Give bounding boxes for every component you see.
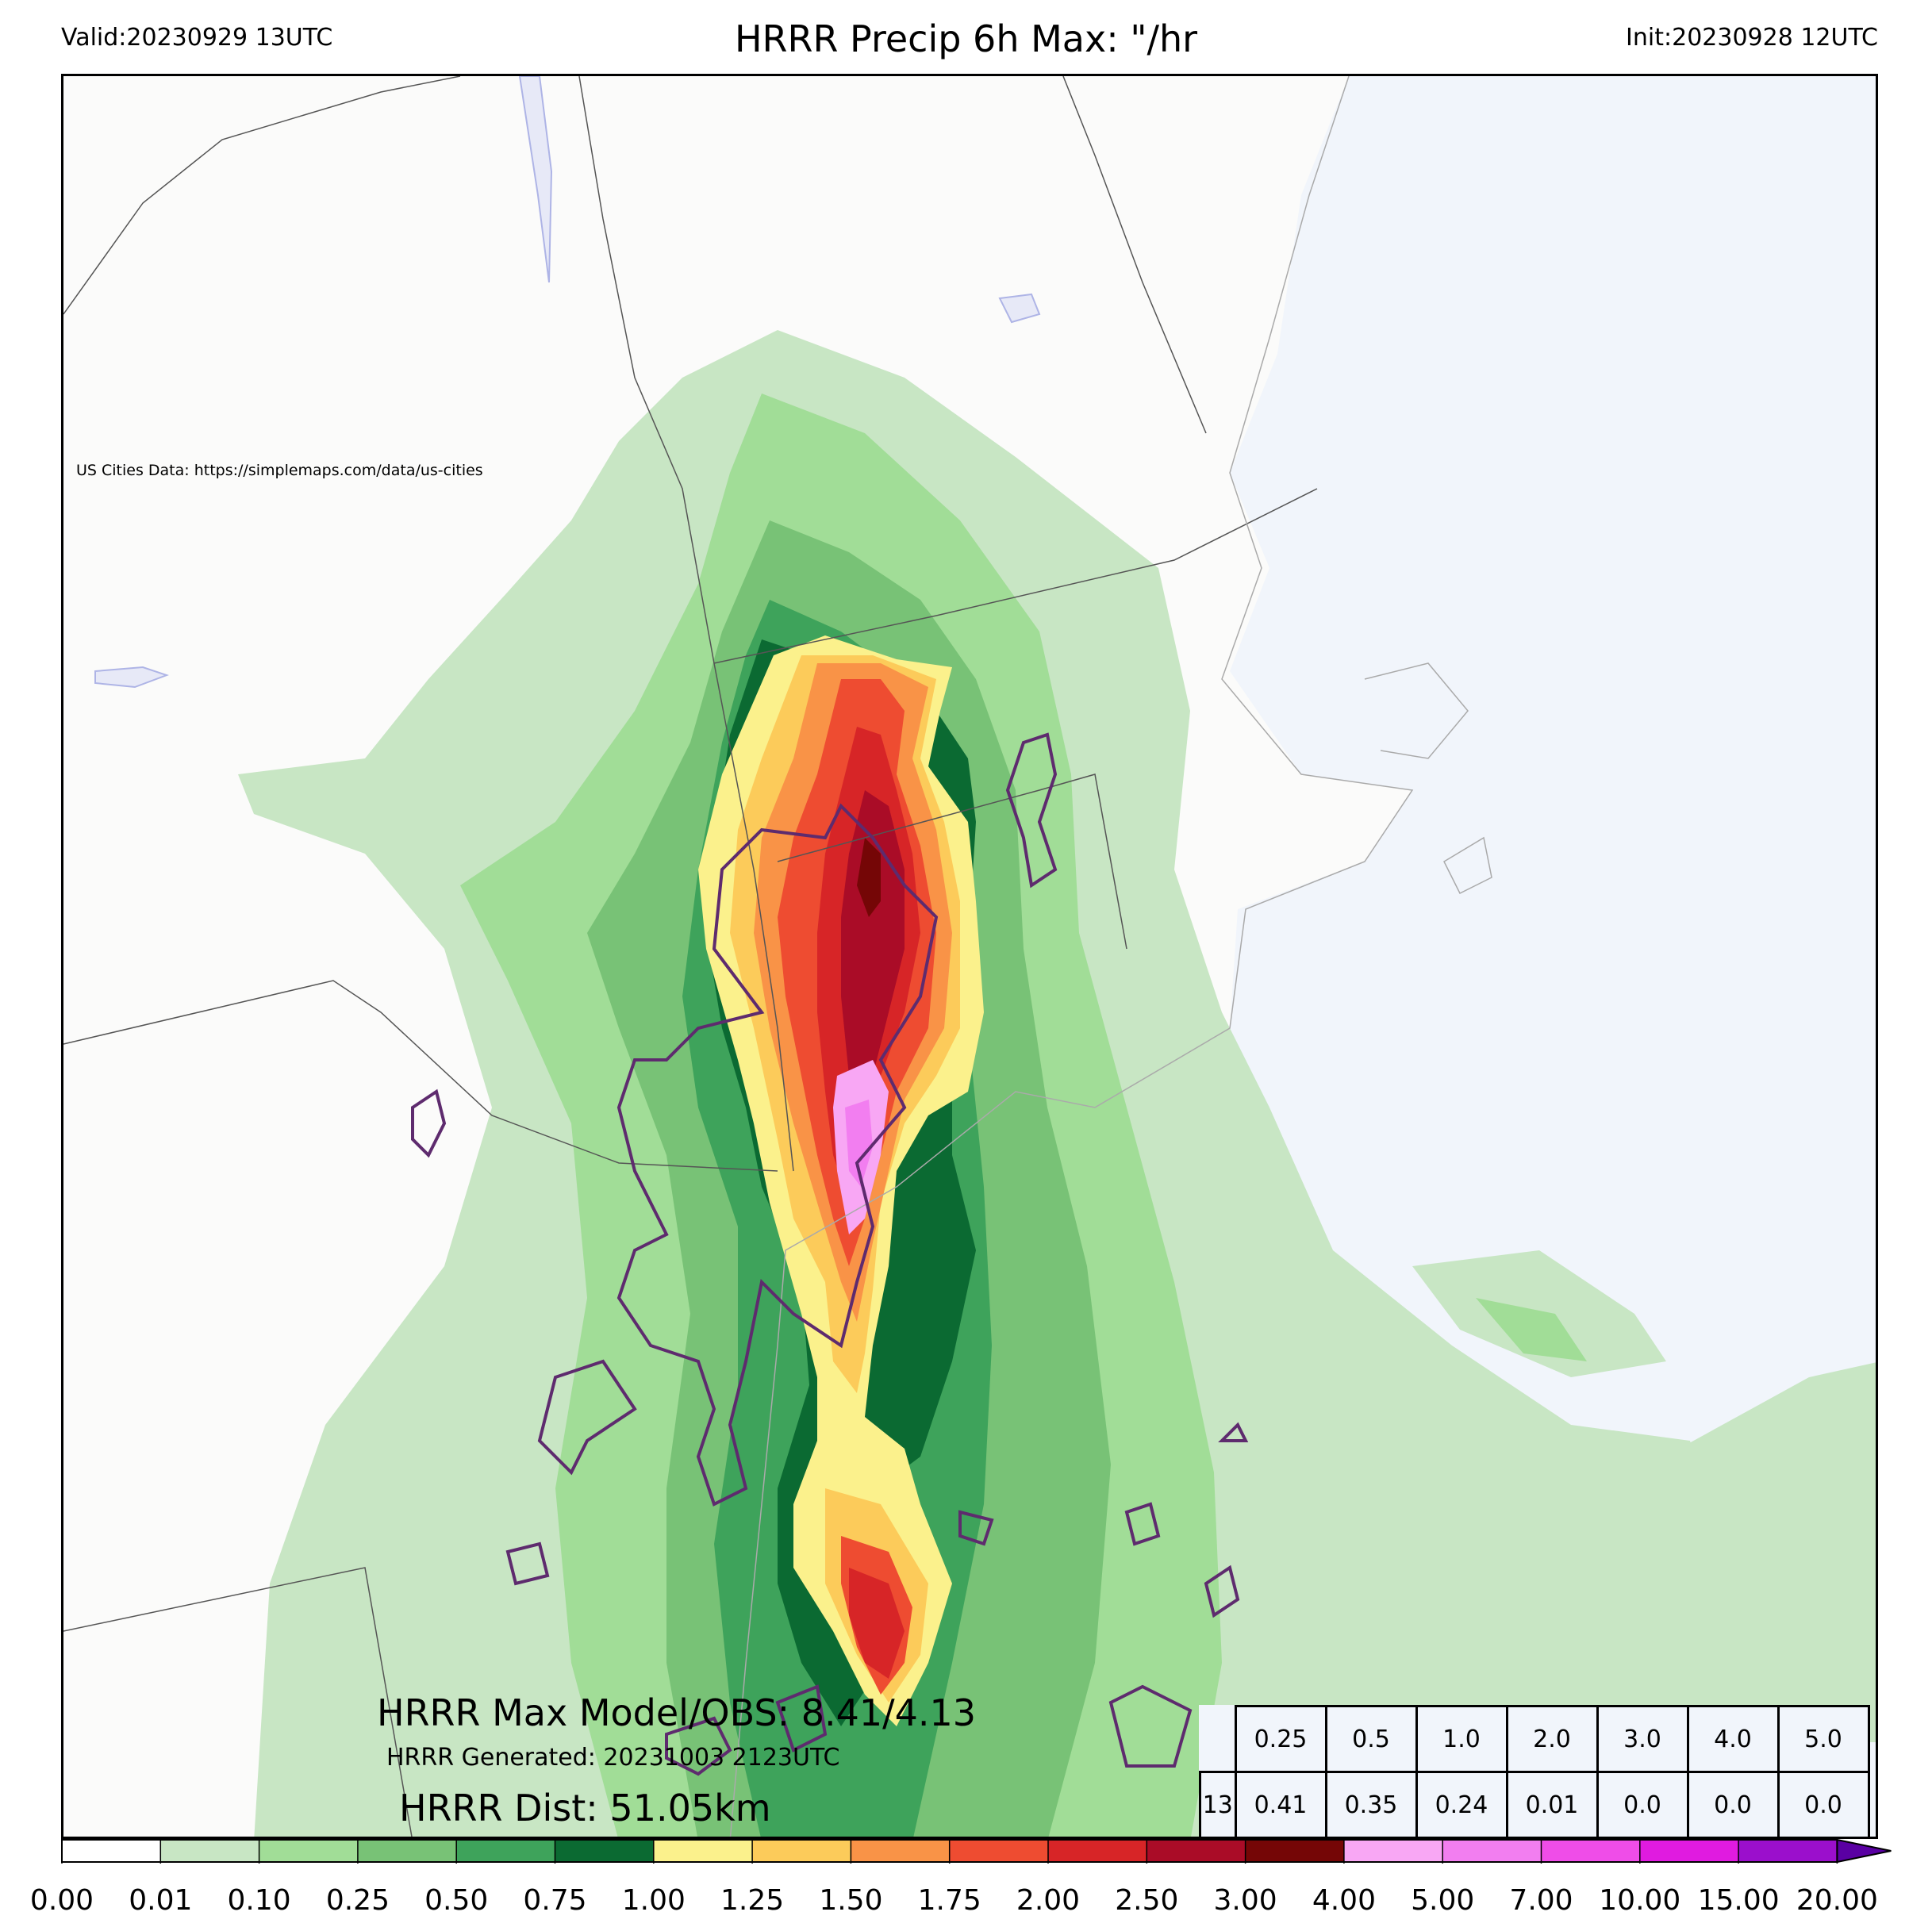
colorbar-tick-label: 7.00 — [1509, 1884, 1573, 1917]
colorbar-tick-label: 0.00 — [29, 1884, 94, 1917]
map-layers — [63, 76, 1876, 1837]
colorbar-segment — [1541, 1840, 1641, 1862]
colorbar-segment — [555, 1840, 655, 1862]
colorbar-tick-label: 0.75 — [523, 1884, 587, 1917]
colorbar-segment — [653, 1840, 753, 1862]
colorbar-segment — [259, 1840, 359, 1862]
precip-map[interactable]: US Cities Data: https://simplemaps.com/d… — [61, 74, 1878, 1839]
value-cell: 0.35 — [1324, 1771, 1418, 1839]
value-cell: 0.01 — [1505, 1771, 1599, 1839]
colorbar-tick-label: 1.25 — [720, 1884, 785, 1917]
row-label-cell: 13 — [1199, 1771, 1237, 1839]
colorbar-segment — [1639, 1840, 1739, 1862]
colorbar-segment — [62, 1840, 161, 1862]
max-model-obs-label: HRRR Max Model/OBS: 8.41/4.13 — [377, 1691, 977, 1734]
colorbar-segment — [1147, 1840, 1246, 1862]
data-credit: US Cities Data: https://simplemaps.com/d… — [76, 462, 483, 479]
colorbar-segment — [1343, 1840, 1443, 1862]
threshold-cell: 2.0 — [1505, 1705, 1599, 1773]
threshold-cell: 1.0 — [1415, 1705, 1508, 1773]
threshold-row: 0.25 0.5 1.0 2.0 3.0 4.0 5.0 — [1200, 1705, 1870, 1773]
boundaries — [63, 76, 1318, 1837]
colorbar-tick-label: 1.75 — [917, 1884, 981, 1917]
value-cell: 0.0 — [1596, 1771, 1689, 1839]
colorbar-segment — [357, 1840, 457, 1862]
colorbar-tick-label: 2.50 — [1115, 1884, 1179, 1917]
colorbar-segment — [1048, 1840, 1147, 1862]
colorbar-tick-label: 4.00 — [1312, 1884, 1376, 1917]
colorbar-segment — [851, 1840, 951, 1862]
value-cell: 0.41 — [1234, 1771, 1327, 1839]
threshold-cell: 4.0 — [1686, 1705, 1780, 1773]
threshold-cell: 0.25 — [1234, 1705, 1327, 1773]
colorbar-tick-label: 10.00 — [1599, 1884, 1681, 1917]
distance-label: HRRR Dist: 51.05km — [399, 1787, 771, 1829]
coastline — [729, 76, 1492, 1837]
colorbar-segment — [456, 1840, 555, 1862]
colorbar-tick-label: 0.25 — [325, 1884, 390, 1917]
colorbar-tick-label: 20.00 — [1796, 1884, 1878, 1917]
colorbar-tick-label: 3.00 — [1213, 1884, 1277, 1917]
lake-area — [94, 666, 169, 689]
colorbar-tick-label: 1.50 — [819, 1884, 883, 1917]
threshold-cell: 5.0 — [1776, 1705, 1870, 1773]
generated-label: HRRR Generated: 20231003 2123UTC — [386, 1744, 840, 1772]
colorbar-segment — [160, 1840, 260, 1862]
threshold-cell: 3.0 — [1596, 1705, 1689, 1773]
value-cell: 0.24 — [1415, 1771, 1508, 1839]
colorbar-tick-label: 0.10 — [227, 1884, 291, 1917]
lake-champlain — [518, 76, 553, 283]
threshold-table: 0.25 0.5 1.0 2.0 3.0 4.0 5.0 13 0.41 0.3… — [1199, 1705, 1870, 1839]
colorbar-tick-label: 0.50 — [424, 1884, 489, 1917]
colorbar-segment — [752, 1840, 851, 1862]
lake-area — [998, 293, 1041, 324]
precip-shading — [238, 330, 1876, 1837]
table-corner — [1200, 1706, 1236, 1772]
colorbar-segment — [1442, 1840, 1542, 1862]
threshold-cell: 0.5 — [1324, 1705, 1418, 1773]
colorbar-tick-label: 5.00 — [1411, 1884, 1475, 1917]
colorbar — [61, 1839, 1892, 1864]
chart-title: HRRR Precip 6h Max: "/hr — [734, 17, 1198, 60]
init-time-label: Init:20230928 12UTC — [1626, 24, 1878, 52]
colorbar-tick-label: 2.00 — [1016, 1884, 1081, 1917]
value-cell: 0.0 — [1686, 1771, 1780, 1839]
value-row: 13 0.41 0.35 0.24 0.01 0.0 0.0 0.0 — [1199, 1771, 1870, 1839]
colorbar-tick-label: 15.00 — [1697, 1884, 1780, 1917]
value-cell: 0.0 — [1776, 1771, 1870, 1839]
colorbar-segment — [1738, 1840, 1838, 1862]
colorbar-segment — [949, 1840, 1049, 1862]
colorbar-tick-label: 1.00 — [621, 1884, 686, 1917]
colorbar-extend-arrow — [1836, 1839, 1892, 1864]
obs-contour — [411, 732, 1383, 1799]
valid-time-label: Valid:20230929 13UTC — [61, 24, 333, 52]
colorbar-segment — [1245, 1840, 1345, 1862]
colorbar-tick-label: 0.01 — [129, 1884, 193, 1917]
